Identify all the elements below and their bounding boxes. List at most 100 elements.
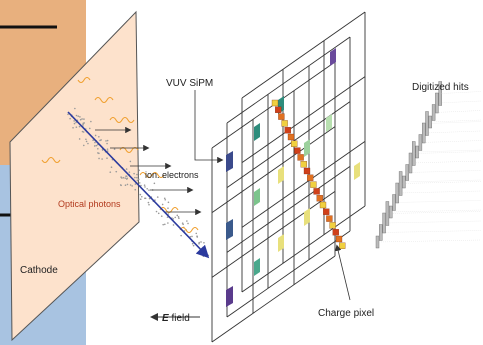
ion-dot xyxy=(94,142,96,144)
ion-dot xyxy=(173,224,175,226)
charge-pixel xyxy=(333,229,339,235)
hit-trace xyxy=(422,141,481,143)
ion-dot xyxy=(127,184,129,186)
ion-dot xyxy=(156,211,158,213)
hit-bar xyxy=(419,135,422,151)
ion-dot xyxy=(129,171,131,173)
ion-dot xyxy=(158,213,160,215)
charge-pixel xyxy=(326,216,332,222)
charge-pixel xyxy=(294,148,300,154)
charge-pixel xyxy=(275,107,281,113)
charge-pixel xyxy=(323,209,329,215)
grid-line xyxy=(227,231,350,317)
ion-dot xyxy=(126,178,128,180)
ion-dot xyxy=(174,217,176,219)
hit-bar xyxy=(409,153,412,173)
charge-pixel xyxy=(298,154,304,160)
ion-dot xyxy=(162,224,164,226)
ion-dot xyxy=(134,177,136,179)
ion-dot xyxy=(187,223,189,225)
ion-dot xyxy=(106,143,108,145)
hit-trace xyxy=(396,201,482,203)
ion-dot xyxy=(124,177,126,179)
hit-trace xyxy=(386,221,481,223)
ion-dot xyxy=(167,222,169,224)
charge-pixel xyxy=(314,188,320,194)
ion-dot xyxy=(140,198,142,200)
ion-dot xyxy=(207,255,209,257)
ion-dot xyxy=(76,115,78,117)
label-cathode: Cathode xyxy=(20,265,58,276)
hit-bar xyxy=(393,195,396,211)
ion-dot xyxy=(137,180,139,182)
ion-dot xyxy=(126,168,128,170)
ion-dot xyxy=(83,118,85,120)
ion-dot xyxy=(148,204,150,206)
charge-pixel xyxy=(285,127,291,133)
ion-dot xyxy=(180,235,182,237)
charge-pixel xyxy=(272,100,278,106)
ion-dot xyxy=(79,138,81,140)
ion-dot xyxy=(138,170,140,172)
ion-dot xyxy=(144,184,146,186)
ion-dot xyxy=(176,215,178,217)
ion-dot xyxy=(136,177,138,179)
ion-dot xyxy=(89,128,91,130)
label-optical-photons: Optical photons xyxy=(58,199,121,209)
ion-dot xyxy=(168,201,170,203)
ion-dot xyxy=(186,220,188,222)
ion-dot xyxy=(85,138,87,140)
hit-trace xyxy=(379,240,481,242)
hit-bar xyxy=(376,236,379,248)
ion-dot xyxy=(73,120,75,122)
ion-dot xyxy=(133,173,135,175)
hit-bar xyxy=(432,105,435,121)
ion-dot xyxy=(107,148,109,150)
charge-pixel xyxy=(291,141,297,147)
hit-trace xyxy=(438,101,481,103)
ion-dot xyxy=(138,179,140,181)
ion-dot xyxy=(79,126,81,128)
ion-dot xyxy=(146,188,148,190)
charge-pixel xyxy=(304,168,310,174)
ion-dot xyxy=(191,236,193,238)
hit-bar xyxy=(389,206,392,218)
sipm-tiles xyxy=(226,48,360,307)
hit-trace xyxy=(432,120,481,122)
ion-dot xyxy=(139,182,141,184)
ion-dot xyxy=(83,145,85,147)
ion-dot xyxy=(101,158,103,160)
ion-dot xyxy=(98,136,100,138)
ion-dot xyxy=(148,189,150,191)
ion-dot xyxy=(203,242,205,244)
hit-trace xyxy=(435,111,481,113)
ion-dot xyxy=(105,140,107,142)
grid-line xyxy=(227,37,350,123)
ion-dot xyxy=(141,196,143,198)
ion-dot xyxy=(98,158,100,160)
anode-grid xyxy=(212,12,365,342)
ion-dot xyxy=(164,197,166,199)
ion-dot xyxy=(107,140,109,142)
ion-dot xyxy=(77,115,79,117)
ion-dot xyxy=(74,108,76,110)
grid-line xyxy=(242,12,365,98)
hit-bar xyxy=(383,213,386,233)
charge-pixel xyxy=(336,236,342,242)
ion-dot xyxy=(130,184,132,186)
ion-dot xyxy=(182,224,184,226)
ion-dot xyxy=(140,194,142,196)
ion-dot xyxy=(195,233,197,235)
charge-pixel xyxy=(307,175,313,181)
ion-dot xyxy=(123,177,125,179)
hit-trace xyxy=(425,131,481,133)
ion-dot xyxy=(86,141,88,143)
grid-line xyxy=(242,77,365,163)
hit-bar xyxy=(435,93,438,113)
ion-dot xyxy=(196,236,198,238)
ion-dot xyxy=(72,127,74,129)
hit-bar xyxy=(399,172,402,196)
ion-dot xyxy=(161,215,163,217)
ion-dot xyxy=(98,153,100,155)
sipm-pointer xyxy=(195,90,222,160)
